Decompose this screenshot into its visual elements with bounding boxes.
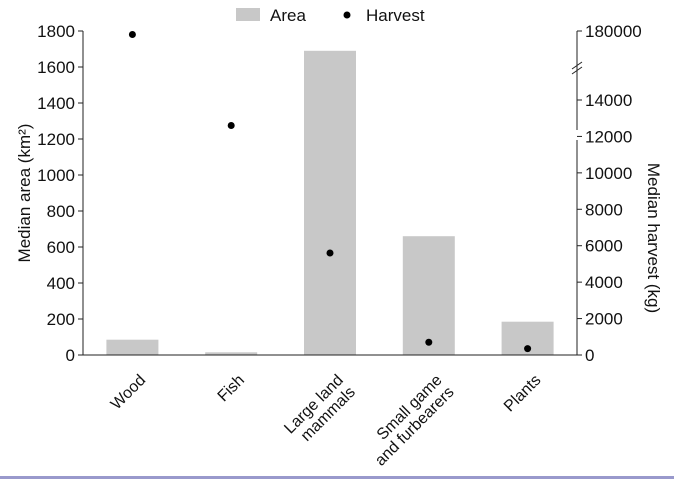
y2-tick-label-4: 8000 bbox=[585, 200, 623, 219]
x-tick-label-line: Wood bbox=[108, 372, 149, 413]
y2-tick-label-6: 12000 bbox=[585, 127, 632, 146]
y-tick-label-1: 200 bbox=[47, 310, 75, 329]
point-harvest-0 bbox=[128, 31, 136, 39]
point-harvest-1 bbox=[227, 122, 235, 129]
legend-swatch-area bbox=[236, 8, 260, 21]
y-tick-label-5: 1000 bbox=[37, 166, 75, 185]
x-tick-label-line: Plants bbox=[501, 372, 544, 415]
y-axis-title: Median area (km²) bbox=[15, 124, 34, 263]
y-tick-label-6: 1200 bbox=[37, 130, 75, 149]
bottom-rule bbox=[0, 476, 674, 479]
x-tick-label-0: Wood bbox=[108, 372, 149, 413]
legend-label-area: Area bbox=[270, 6, 306, 25]
legend-label-harvest: Harvest bbox=[366, 6, 425, 25]
x-tick-label-4: Plants bbox=[501, 372, 544, 415]
x-tick-label-1: Fish bbox=[215, 372, 248, 405]
y-tick-label-2: 400 bbox=[47, 274, 75, 293]
y2-tick-label-5: 10000 bbox=[585, 164, 632, 183]
point-harvest-4 bbox=[524, 345, 532, 353]
y-tick-label-8: 1600 bbox=[37, 58, 75, 77]
y2-tick-label-8: 180000 bbox=[585, 22, 642, 41]
y2-tick-label-7: 14000 bbox=[585, 91, 632, 110]
bar-area-3 bbox=[402, 236, 455, 355]
axis-break-mark-2 bbox=[571, 61, 583, 70]
x-tick-label-2: Large landmammals bbox=[281, 372, 359, 450]
y2-tick-label-3: 6000 bbox=[585, 237, 623, 256]
x-tick-label-3: Small gameand furbearers bbox=[360, 372, 458, 470]
y-tick-label-3: 600 bbox=[47, 238, 75, 257]
y2-tick-label-1: 2000 bbox=[585, 310, 623, 329]
y2-tick-label-2: 4000 bbox=[585, 273, 623, 292]
y-tick-label-7: 1400 bbox=[37, 94, 75, 113]
y-tick-label-4: 800 bbox=[47, 202, 75, 221]
bar-area-0 bbox=[106, 339, 159, 355]
bar-area-2 bbox=[304, 50, 356, 356]
y2-tick-label-0: 0 bbox=[585, 346, 594, 365]
x-tick-label-line: Fish bbox=[215, 372, 248, 405]
y2-axis-title: Median harvest (kg) bbox=[644, 163, 663, 313]
bar-area-1 bbox=[205, 352, 258, 355]
point-harvest-3 bbox=[425, 338, 433, 346]
y-tick-label-0: 0 bbox=[66, 346, 75, 365]
y-tick-label-9: 1800 bbox=[37, 22, 75, 41]
point-harvest-2 bbox=[326, 249, 334, 257]
axis-break-mark-1 bbox=[571, 66, 583, 75]
legend-swatch-harvest bbox=[343, 11, 351, 19]
